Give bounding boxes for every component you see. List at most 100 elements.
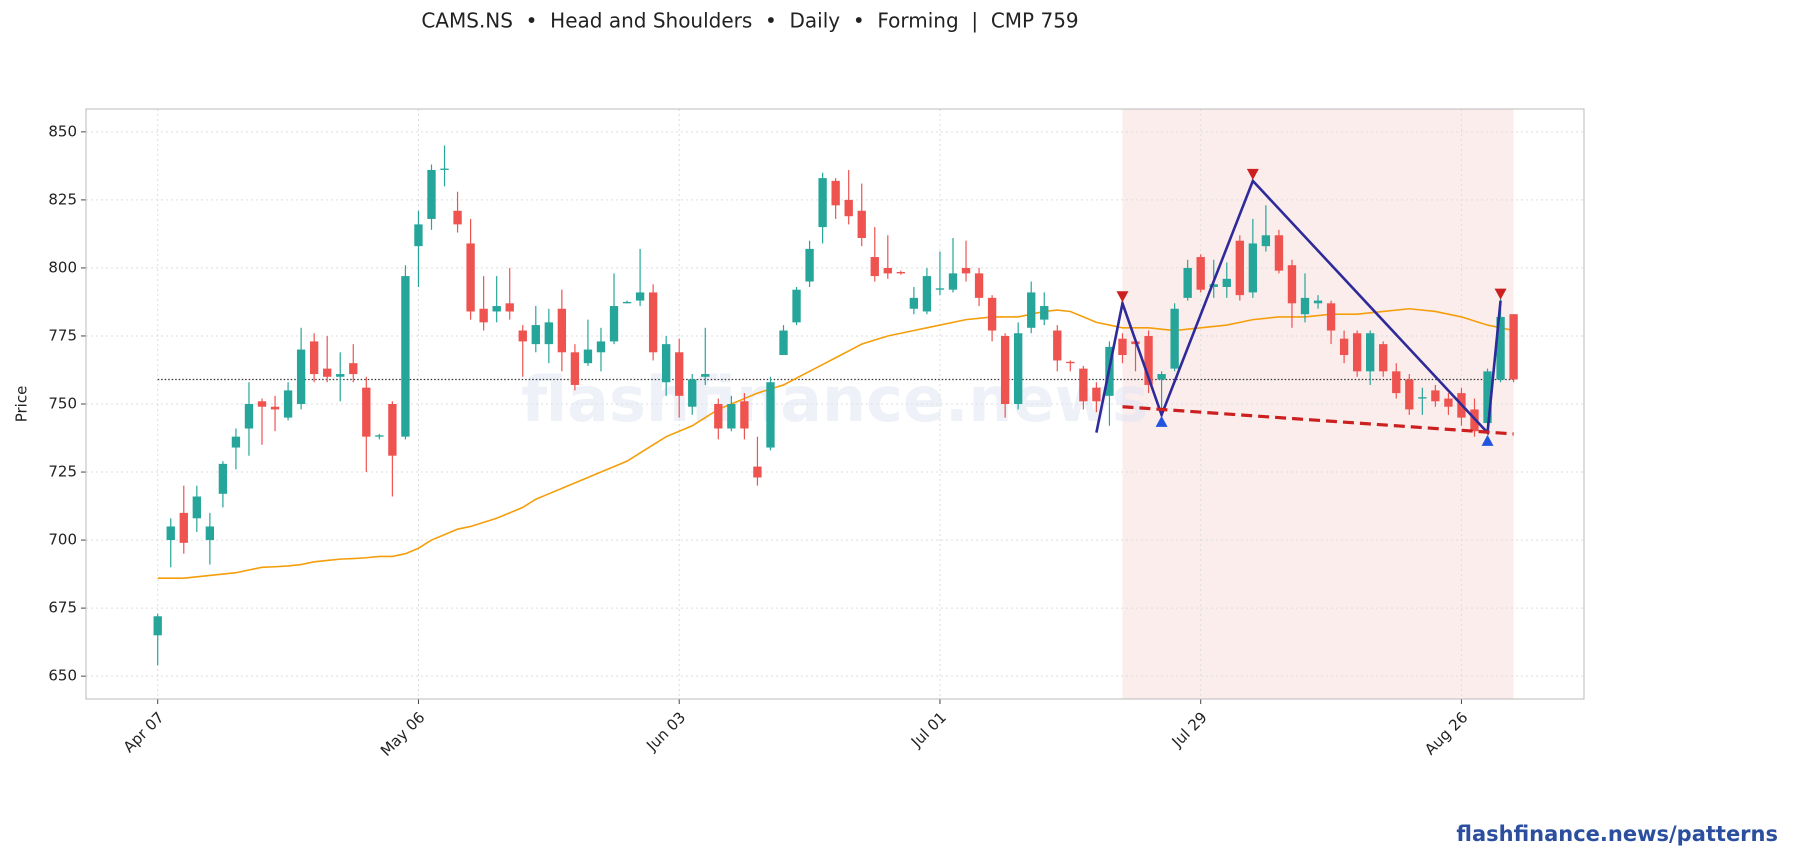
candle-body bbox=[1326, 303, 1336, 331]
candle-body bbox=[1222, 278, 1231, 287]
candle-body bbox=[1014, 333, 1023, 404]
candle-body bbox=[309, 341, 319, 375]
candle-body bbox=[1431, 390, 1440, 402]
candle-body bbox=[792, 289, 801, 323]
candle-body bbox=[583, 349, 593, 364]
candle-body bbox=[375, 435, 384, 437]
candle-body bbox=[961, 267, 971, 274]
candle-body bbox=[1366, 333, 1375, 372]
candle-body bbox=[1183, 267, 1192, 298]
candle-body bbox=[453, 210, 462, 225]
candle-body bbox=[1339, 338, 1349, 356]
neckline bbox=[1122, 405, 1514, 436]
peak-marker bbox=[1246, 168, 1259, 180]
candle-body bbox=[948, 273, 958, 290]
peak-marker bbox=[1116, 291, 1129, 303]
candle-body bbox=[1352, 333, 1362, 372]
footer: flashfinance.news/patterns bbox=[1456, 822, 1778, 846]
candle-body bbox=[1392, 371, 1401, 394]
candle-body bbox=[1274, 235, 1284, 271]
candle-body bbox=[896, 272, 906, 274]
candle-body bbox=[557, 308, 567, 353]
candle-body bbox=[1483, 371, 1492, 424]
candle-body bbox=[648, 292, 658, 353]
candle-body bbox=[283, 390, 293, 418]
candle-body bbox=[753, 466, 762, 478]
candle-body bbox=[570, 352, 580, 385]
candle-body bbox=[974, 273, 984, 298]
candle-body bbox=[701, 374, 710, 377]
candle-body bbox=[388, 404, 397, 456]
y-tick-label: 725 bbox=[48, 463, 77, 481]
candle-body bbox=[1144, 335, 1153, 385]
candle-body bbox=[218, 463, 228, 494]
candle-body bbox=[166, 526, 175, 541]
candle-body bbox=[1027, 292, 1036, 328]
peak-marker bbox=[1494, 288, 1507, 300]
candle-body bbox=[740, 401, 749, 429]
candle-body bbox=[857, 210, 866, 238]
candle-body bbox=[675, 352, 684, 396]
candle-body bbox=[1287, 265, 1297, 304]
candle-body bbox=[414, 224, 423, 247]
candle-body bbox=[544, 322, 554, 345]
y-tick-label: 650 bbox=[48, 667, 77, 685]
candle-body bbox=[505, 303, 514, 312]
candle-body bbox=[805, 248, 814, 282]
x-tick-label: Jul 29 bbox=[1168, 708, 1211, 751]
candle-body bbox=[1079, 368, 1088, 402]
candle-body bbox=[323, 368, 332, 377]
candle-body bbox=[1092, 387, 1101, 402]
candle-body bbox=[1509, 314, 1518, 380]
candle-body bbox=[179, 512, 188, 543]
plot-area bbox=[86, 109, 1584, 699]
candle-body bbox=[1496, 316, 1505, 380]
candle-body bbox=[1313, 300, 1323, 304]
candle-body bbox=[479, 308, 488, 323]
candle-body bbox=[427, 169, 436, 219]
x-tick-label: Apr 07 bbox=[120, 708, 168, 756]
candle-body bbox=[1118, 338, 1127, 356]
trough-marker bbox=[1155, 415, 1168, 427]
candle-body bbox=[205, 526, 215, 541]
candle-body bbox=[870, 257, 879, 277]
candle-body bbox=[1248, 243, 1258, 293]
candle-body bbox=[401, 276, 410, 437]
candle-body bbox=[935, 288, 945, 290]
candle-body bbox=[779, 330, 788, 356]
candle-body bbox=[362, 387, 371, 437]
candle-body bbox=[336, 374, 345, 377]
candle-body bbox=[596, 341, 606, 353]
candle-body bbox=[492, 306, 501, 312]
y-tick-label: 700 bbox=[48, 531, 77, 549]
candle-body bbox=[661, 344, 671, 383]
candle-body bbox=[296, 349, 306, 404]
chart-title: CAMS.NS • Head and Shoulders • Daily • F… bbox=[421, 9, 1078, 33]
candle-body bbox=[1040, 306, 1049, 320]
x-tick-label: Jun 03 bbox=[642, 708, 689, 755]
x-tick-label: Aug 26 bbox=[1421, 708, 1471, 758]
candle-body bbox=[766, 382, 775, 448]
candle-body bbox=[270, 406, 280, 410]
plot-frame bbox=[85, 108, 1585, 700]
candle-body bbox=[727, 404, 736, 429]
candle-body bbox=[635, 292, 645, 301]
candle-body bbox=[1405, 379, 1414, 410]
candle-body bbox=[622, 301, 632, 304]
candle-body bbox=[909, 297, 919, 309]
candle-body bbox=[1196, 257, 1205, 290]
candle-body bbox=[1053, 330, 1062, 361]
candle-body bbox=[1066, 361, 1075, 364]
candle-body bbox=[922, 276, 932, 312]
y-tick-label: 825 bbox=[48, 190, 77, 208]
candle-body bbox=[1209, 284, 1218, 287]
candle-body bbox=[1157, 374, 1166, 380]
candle-body bbox=[883, 267, 892, 274]
x-tick-label: May 06 bbox=[377, 708, 429, 760]
y-tick-label: 750 bbox=[48, 395, 77, 413]
y-tick-label: 775 bbox=[48, 326, 77, 344]
y-tick-label: 800 bbox=[48, 258, 77, 276]
candle-body bbox=[844, 199, 853, 217]
y-tick-label: 850 bbox=[48, 122, 77, 140]
